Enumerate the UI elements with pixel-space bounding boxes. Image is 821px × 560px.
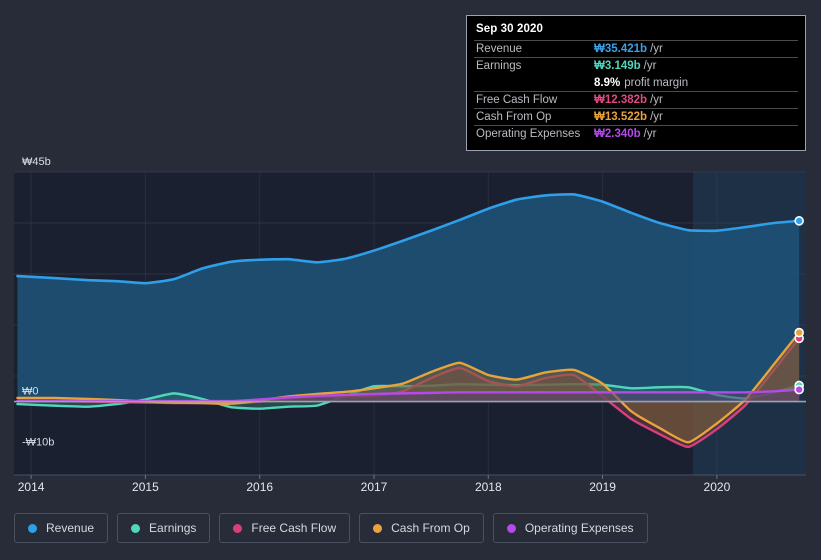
legend-color-dot-icon [506, 523, 516, 533]
y-axis-tick-label: ₩0 [22, 386, 39, 398]
x-axis-tick-label: 2018 [475, 480, 502, 494]
y-axis-tick-label: -₩10b [22, 437, 54, 449]
x-axis-tick-label: 2020 [704, 480, 731, 494]
tooltip-row-value-group: ₩13.522b/yr [594, 111, 663, 123]
tooltip-row-value-group: 8.9% profit margin [594, 77, 688, 89]
x-axis-tick-label: 2019 [589, 480, 616, 494]
series-line [16, 193, 801, 285]
series-area [17, 194, 800, 402]
x-axis-tick-label: 2017 [361, 480, 388, 494]
y-axis-labels: ₩45b ₩0 -₩10b [22, 156, 54, 449]
legend-item-label: Cash From Op [391, 521, 470, 535]
x-axis-tick-label: 2014 [18, 480, 45, 494]
x-axis-tick-label: 2016 [246, 480, 273, 494]
data-tooltip: Sep 30 2020 Revenue ₩35.421b/yr Earnings ₩3… [466, 15, 806, 151]
endpoint-marker [794, 216, 804, 226]
tooltip-row-unit: /yr [650, 43, 663, 55]
tooltip-date-title: Sep 30 2020 [476, 23, 543, 35]
series-layer [16, 193, 801, 449]
legend-item-revenue[interactable]: Revenue [14, 513, 109, 543]
tooltip-row: Operating Expenses ₩2.340b/yr [474, 125, 798, 142]
endpoint-markers [794, 216, 804, 395]
legend-item-cash-from-op[interactable]: Cash From Op [359, 513, 484, 543]
tooltip-row-value-group: ₩35.421b/yr [594, 43, 663, 55]
tooltip-row-unit: /yr [643, 60, 657, 72]
tooltip-row-unit: /yr [650, 94, 663, 106]
legend-item-label: Revenue [46, 521, 95, 535]
tooltip-row-unit: /yr [650, 111, 663, 123]
tooltip-row-label: Operating Expenses [476, 128, 581, 140]
tooltip-row: Free Cash Flow ₩12.382b/yr [474, 91, 798, 108]
tooltip-row: Cash From Op ₩13.522b/yr [474, 108, 798, 125]
legend-item-label: Earnings [149, 521, 197, 535]
tooltip-row-label: Revenue [476, 43, 523, 55]
tooltip-row-value-group: ₩12.382b/yr [594, 94, 663, 106]
tooltip-row-value: ₩13.522b [594, 111, 648, 123]
legend-item-operating-expenses[interactable]: Operating Expenses [492, 513, 648, 543]
tooltip-row-value: ₩35.421b [594, 43, 648, 55]
tooltip-row: Earnings ₩3.149b/yr [474, 57, 798, 74]
endpoint-marker [794, 327, 804, 338]
endpoint-marker [794, 384, 804, 395]
tooltip-row-value-group: ₩2.340b/yr [594, 128, 656, 140]
series-revenue [16, 193, 801, 402]
legend-color-dot-icon [373, 523, 383, 533]
tooltip-row-unit: /yr [643, 128, 657, 140]
y-axis-tick-label: ₩45b [22, 156, 51, 168]
legend-color-dot-icon [233, 523, 243, 533]
x-axis-tick-label: 2015 [132, 480, 159, 494]
tooltip-row: 8.9% profit margin [474, 74, 798, 91]
tooltip-rows: Revenue ₩35.421b/yr Earnings ₩3.149b/yr 8.9%… [467, 40, 805, 142]
legend-item-earnings[interactable]: Earnings [117, 513, 211, 543]
legend-item-free-cash-flow[interactable]: Free Cash Flow [219, 513, 351, 543]
tooltip-row-subtext: profit margin [624, 76, 689, 89]
tooltip-row-value: ₩12.382b [594, 94, 648, 106]
tooltip-row-value: ₩2.340b [594, 128, 641, 140]
legend-color-dot-icon [28, 523, 37, 533]
chart-legend[interactable]: Revenue Earnings Free Cash Flow Cash From O… [14, 513, 648, 543]
tooltip-row-label: Free Cash Flow [476, 94, 558, 106]
tooltip-row-value-group: ₩3.149b/yr [594, 60, 656, 72]
tooltip-row-label: Earnings [476, 60, 522, 72]
tooltip-row-value: 8.9% [594, 76, 621, 89]
series-area [17, 332, 800, 443]
tooltip-row-value: ₩3.149b [594, 60, 641, 72]
legend-color-dot-icon [131, 523, 141, 533]
x-axis-labels: 2014 2015 2016 2017 2018 2019 2020 [18, 475, 731, 494]
tooltip-row-label: Cash From Op [476, 111, 552, 123]
tooltip-row: Revenue ₩35.421b/yr [474, 40, 798, 57]
legend-item-label: Free Cash Flow [251, 521, 337, 535]
legend-item-label: Operating Expenses [524, 521, 634, 535]
